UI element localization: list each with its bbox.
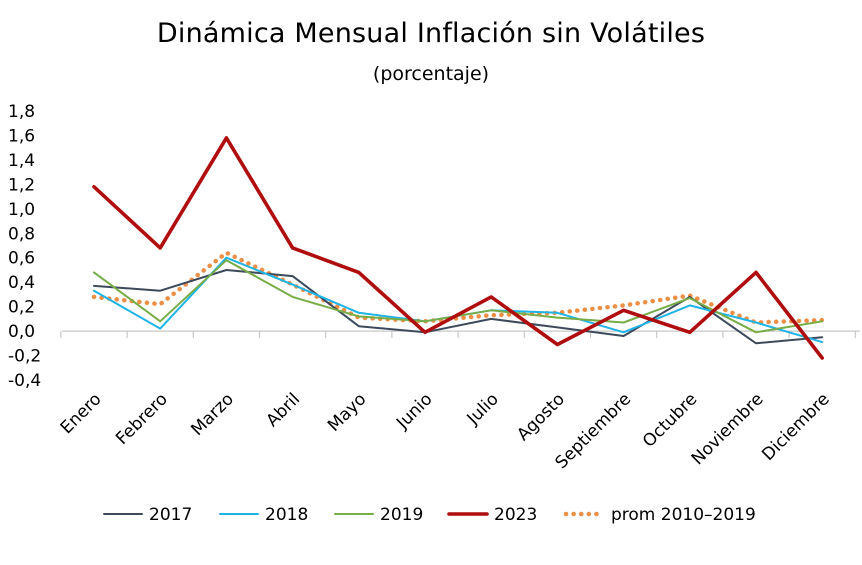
x-tick-label: Mayo [324, 389, 370, 435]
legend-label: 2017 [149, 505, 192, 525]
x-tick-label: Abril [263, 389, 305, 431]
x-tick-label: Noviembre [688, 389, 768, 469]
legend-label: 2018 [265, 505, 308, 525]
y-tick-label: -0,4 [8, 371, 41, 391]
x-tick-label: Diciembre [758, 389, 834, 465]
x-axis: Enero Febrero Marzo Abril Mayo Junio Julio Agos… [57, 330, 860, 473]
legend-label: 2023 [494, 505, 537, 525]
x-tick-label: Junio [392, 389, 436, 433]
y-tick-label: 0,0 [8, 322, 35, 342]
chart-subtitle: (porcentaje) [372, 63, 490, 85]
series-layer [91, 136, 825, 360]
chart-title: Dinámica Mensual Inflación sin Volátiles [156, 18, 706, 49]
y-tick-label: 1,6 [8, 126, 35, 146]
legend: 2017 2018 2019 2023 prom 2010–2019 [103, 505, 756, 525]
y-tick-label: 0,8 [8, 224, 35, 244]
y-tick-label: 1,2 [8, 175, 35, 195]
x-tick-label: Octubre [639, 389, 701, 451]
y-tick-label: 0,2 [8, 298, 35, 318]
y-tick-label: 1,4 [8, 151, 35, 171]
y-axis: 1,8 1,6 1,4 1,2 1,0 0,8 0,6 0,4 0,2 0,0 -0,2 -0,4 [8, 102, 41, 391]
legend-label: prom 2010–2019 [611, 505, 756, 525]
x-tick-label: Febrero [112, 389, 172, 449]
x-tick-label: Agosto [513, 389, 569, 445]
x-tick-label: Marzo [187, 389, 237, 439]
series-line-2023 [92, 136, 825, 360]
y-tick-label: 1,8 [8, 102, 35, 122]
y-tick-label: -0,2 [8, 347, 41, 367]
x-tick-label: Julio [463, 389, 503, 429]
y-tick-label: 0,4 [8, 273, 35, 293]
y-tick-label: 1,0 [8, 200, 35, 220]
series-line-prom-2010-2019 [91, 250, 825, 325]
y-tick-label: 0,6 [8, 249, 35, 269]
legend-label: 2019 [380, 505, 423, 525]
x-tick-label: Enero [57, 389, 106, 438]
